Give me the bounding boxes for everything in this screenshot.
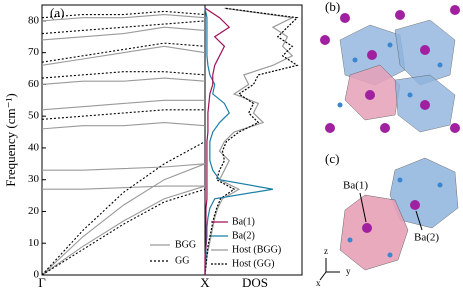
legend-label: Host (BGG) — [232, 244, 281, 255]
axis-name: y — [346, 266, 351, 276]
band — [41, 109, 205, 120]
plot-frame — [41, 4, 206, 276]
y-tick-label: 20 — [28, 205, 40, 217]
band — [41, 188, 206, 276]
legend-label: Host (GG) — [232, 258, 275, 269]
axis-name: z — [324, 246, 328, 256]
y-axis-label: Frequency (cm⁻¹) — [3, 93, 18, 186]
dos-line — [204, 7, 231, 275]
legend-label: Ba(2) — [232, 230, 255, 241]
band — [41, 20, 206, 35]
band — [41, 77, 206, 85]
panel-label: (c) — [325, 151, 339, 166]
band — [41, 71, 206, 79]
y-tick-label: 50 — [28, 110, 40, 122]
y-tick-label: 0 — [34, 269, 40, 281]
panel-label: (b) — [325, 0, 340, 14]
panel-label: (a) — [50, 5, 64, 20]
band — [41, 99, 205, 111]
y-tick-label: 80 — [28, 14, 40, 26]
x-tick-label: Γ — [38, 275, 46, 290]
legend-label: Ba(1) — [232, 216, 255, 227]
band — [41, 26, 206, 41]
y-tick-label: 70 — [28, 46, 40, 58]
plot-frame — [204, 4, 303, 276]
axis-name: x — [316, 278, 321, 288]
band — [41, 10, 206, 19]
band — [41, 42, 206, 63]
y-tick-label: 60 — [28, 78, 40, 90]
dos-line — [204, 7, 295, 276]
structure-c — [319, 157, 459, 281]
y-tick-label: 10 — [28, 237, 40, 249]
dos-line — [204, 8, 274, 275]
dos-line — [204, 7, 299, 276]
band — [41, 185, 206, 276]
annotation: Ba(1) — [343, 180, 368, 192]
band — [41, 141, 206, 276]
legend-label: BGG — [175, 239, 196, 250]
band — [41, 13, 206, 22]
band — [42, 185, 205, 190]
annotation: Ba(2) — [414, 232, 439, 244]
band — [41, 163, 206, 276]
band — [41, 121, 206, 130]
y-tick-label: 30 — [28, 173, 40, 185]
x-tick-label: X — [200, 275, 210, 290]
legend-label: GG — [175, 255, 189, 266]
band — [41, 45, 206, 66]
band — [42, 163, 206, 171]
y-tick-label: 40 — [28, 141, 40, 153]
x-axis-label: DOS — [242, 275, 268, 290]
structure-b — [320, 5, 460, 133]
